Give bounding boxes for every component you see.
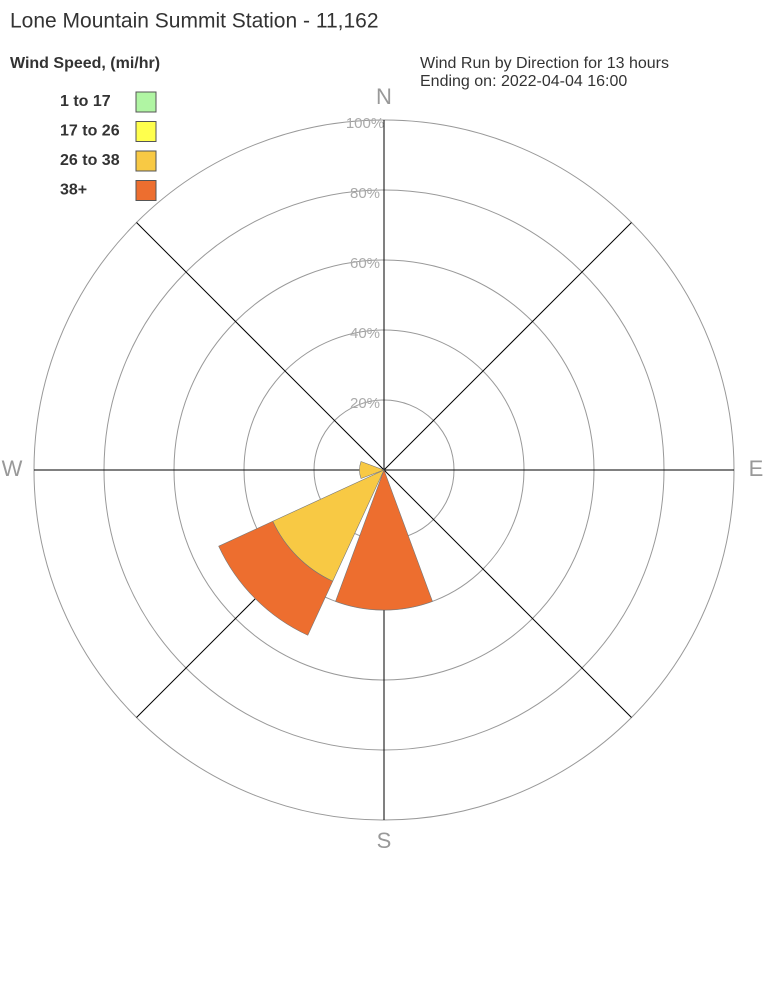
legend-swatch [135, 150, 157, 172]
wedge [335, 469, 433, 611]
wedge [218, 520, 334, 636]
wedge [359, 461, 385, 479]
legend-label: 17 to 26 [60, 123, 120, 140]
radial-tick-label: 20% [350, 395, 380, 412]
spoke [383, 469, 632, 718]
radial-tick-label: 100% [346, 115, 384, 132]
legend-label: 1 to 17 [60, 93, 111, 110]
legend-swatch [135, 180, 157, 201]
compass-label: S [377, 828, 392, 853]
compass-label: W [2, 456, 23, 481]
radial-tick-label: 80% [350, 185, 380, 202]
compass-label: E [749, 456, 764, 481]
legend-label: 38+ [60, 182, 87, 199]
legend-title: Wind Speed, (mi/hr) [10, 55, 160, 72]
subtitle: Ending on: 2022-04-04 16:00 [420, 73, 627, 90]
spoke [136, 222, 385, 471]
subtitle: Wind Run by Direction for 13 hours [420, 55, 669, 72]
legend-swatch [135, 121, 157, 142]
radial-tick-label: 40% [350, 325, 380, 342]
spoke [383, 222, 632, 471]
radial-tick-label: 60% [350, 255, 380, 272]
legend-swatch [135, 91, 157, 113]
compass-label: N [376, 84, 392, 109]
legend-label: 26 to 38 [60, 152, 120, 169]
chart-title: Lone Mountain Summit Station - 11,162 [10, 10, 379, 33]
